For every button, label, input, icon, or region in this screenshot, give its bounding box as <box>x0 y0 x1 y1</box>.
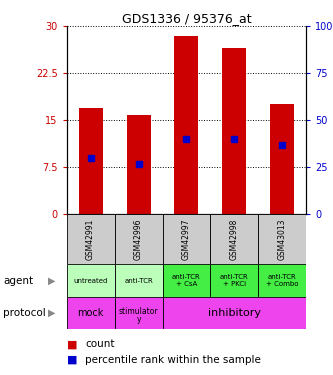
Text: GSM42991: GSM42991 <box>86 218 95 260</box>
Text: percentile rank within the sample: percentile rank within the sample <box>85 355 261 365</box>
Bar <box>210 214 258 264</box>
Bar <box>222 48 246 214</box>
Bar <box>258 264 306 297</box>
Title: GDS1336 / 95376_at: GDS1336 / 95376_at <box>122 12 251 25</box>
Bar <box>127 115 151 214</box>
Bar <box>210 264 258 297</box>
Bar <box>163 297 306 329</box>
Text: ▶: ▶ <box>48 276 55 285</box>
Text: ■: ■ <box>67 339 77 349</box>
Text: stimulator: stimulator <box>119 307 158 316</box>
Bar <box>163 264 210 297</box>
Text: GSM43013: GSM43013 <box>278 218 287 260</box>
Bar <box>67 297 115 329</box>
Bar <box>67 264 115 297</box>
Text: anti-TCR
+ Combo: anti-TCR + Combo <box>266 274 299 287</box>
Text: anti-TCR
+ PKCi: anti-TCR + PKCi <box>220 274 249 287</box>
Text: ▶: ▶ <box>48 308 55 318</box>
Text: untreated: untreated <box>73 278 108 284</box>
Text: GSM42997: GSM42997 <box>182 218 191 260</box>
Text: anti-TCR
+ CsA: anti-TCR + CsA <box>172 274 201 287</box>
Text: y: y <box>136 315 141 324</box>
Bar <box>115 214 163 264</box>
Bar <box>67 214 115 264</box>
Bar <box>258 214 306 264</box>
Text: count: count <box>85 339 115 349</box>
Bar <box>270 104 294 214</box>
Text: ■: ■ <box>67 355 77 365</box>
Text: GSM42996: GSM42996 <box>134 218 143 260</box>
Text: GSM42998: GSM42998 <box>230 218 239 260</box>
Text: inhibitory: inhibitory <box>208 308 261 318</box>
Text: agent: agent <box>3 276 33 285</box>
Text: anti-TCR: anti-TCR <box>124 278 153 284</box>
Bar <box>79 108 103 214</box>
Bar <box>174 36 198 214</box>
Bar <box>163 214 210 264</box>
Bar <box>115 264 163 297</box>
Text: mock: mock <box>77 308 104 318</box>
Text: protocol: protocol <box>3 308 46 318</box>
Bar <box>115 297 163 329</box>
